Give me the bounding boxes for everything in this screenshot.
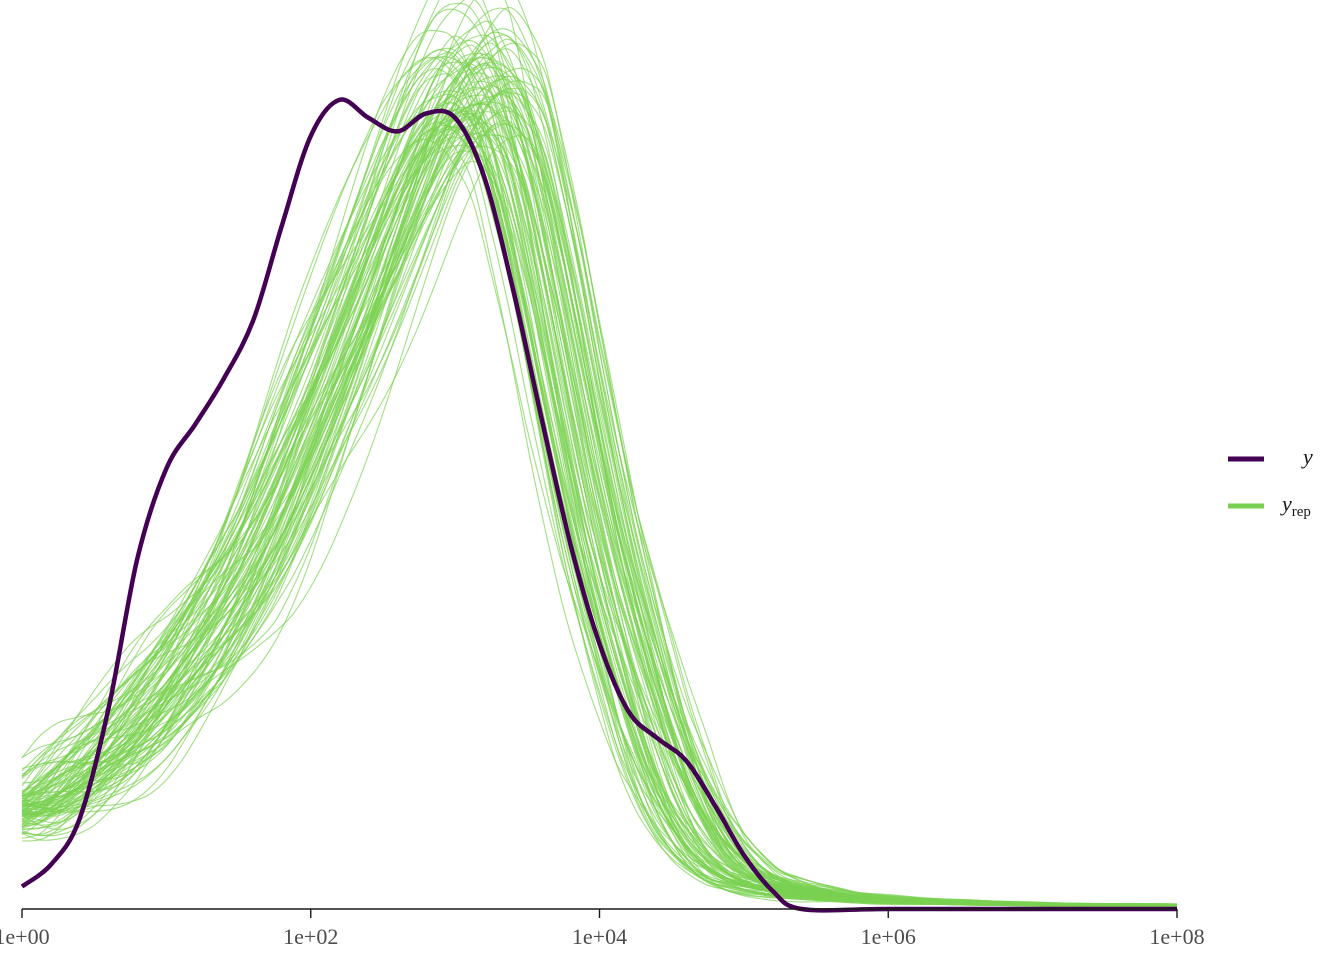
- yrep-curve: [21, 102, 1178, 907]
- y-curve: [20, 97, 1177, 913]
- yrep-curve: [21, 75, 1178, 907]
- yrep-curve: [21, 28, 1178, 906]
- yrep-curve: [21, 48, 1178, 907]
- yrep-curve: [21, 44, 1178, 907]
- yrep-curve: [21, 2, 1178, 907]
- yrep-curve: [21, 124, 1177, 907]
- yrep-curve: [21, 73, 1178, 908]
- legend-label-yrep: yrep: [1280, 491, 1311, 520]
- yrep-curve: [21, 106, 1177, 907]
- x-tick-label: 1e+02: [283, 924, 338, 949]
- yrep-curve: [21, 102, 1178, 907]
- x-tick-label: 1e+06: [861, 924, 916, 949]
- legend-label-y: y: [1301, 444, 1313, 469]
- yrep-curve: [21, 106, 1178, 907]
- yrep-curve: [21, 110, 1178, 906]
- yrep-curve: [21, 101, 1178, 907]
- yrep-curve: [21, 8, 1178, 906]
- yrep-curve: [21, 125, 1177, 907]
- yrep-curve: [21, 109, 1178, 908]
- legend-label-yrep-subscript: rep: [1292, 504, 1311, 520]
- yrep-curves: [21, 0, 1178, 908]
- yrep-curve: [21, 56, 1178, 906]
- yrep-curve: [21, 42, 1178, 906]
- yrep-curve: [21, 47, 1178, 906]
- x-tick-label: 1e+04: [572, 924, 627, 949]
- legend-label-yrep-main: y: [1280, 491, 1292, 516]
- y-curve-layer: [20, 97, 1177, 913]
- yrep-curve: [21, 0, 1178, 907]
- yrep-curve: [21, 122, 1178, 906]
- yrep-curve: [21, 109, 1178, 907]
- yrep-curve: [21, 103, 1178, 907]
- yrep-curve: [21, 102, 1178, 907]
- x-tick-label: 1e+08: [1149, 924, 1204, 949]
- x-axis-ticks: 1e+00 1e+02 1e+04 1e+06 1e+08: [0, 909, 1205, 949]
- yrep-curve: [21, 42, 1178, 907]
- legend: y yrep: [1228, 444, 1313, 520]
- yrep-curve: [21, 102, 1178, 907]
- yrep-curve: [21, 110, 1177, 907]
- x-tick-label: 1e+00: [0, 924, 50, 949]
- yrep-curve: [21, 75, 1177, 907]
- yrep-curve: [21, 150, 1177, 907]
